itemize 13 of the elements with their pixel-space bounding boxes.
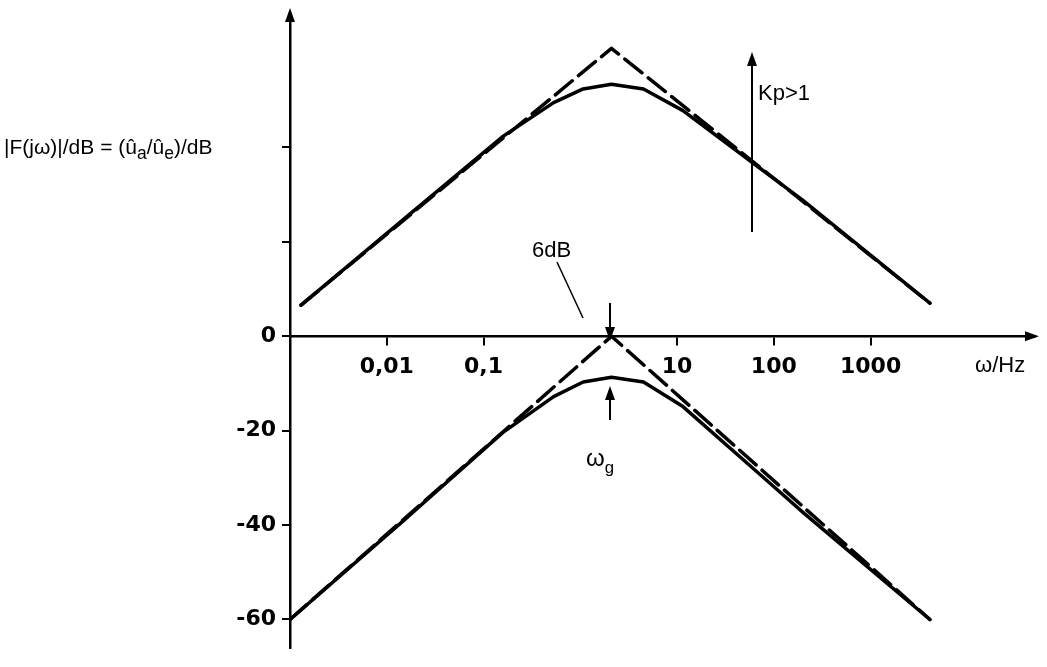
x-axis-title: ω/Hz [975, 352, 1026, 378]
x-tick-label: 0,1 [464, 353, 504, 379]
y-tick-label: 0 [260, 321, 276, 347]
y-axis-title: |F(jω)|/dB = (û$_{a}$/û$_{e}$)/dB [4, 135, 213, 165]
x-tick-label: 10 [661, 353, 693, 379]
annotation: 6dB [532, 237, 572, 262]
y-tick-label: -60 [236, 605, 276, 631]
y-tick-label: -20 [236, 416, 276, 442]
annotation: Kp>1 [758, 80, 810, 105]
y-tick-label: -40 [236, 510, 276, 536]
x-tick-label: 100 [750, 353, 797, 379]
x-tick-label: 0,01 [359, 353, 414, 379]
x-tick-label: 1000 [839, 353, 902, 379]
